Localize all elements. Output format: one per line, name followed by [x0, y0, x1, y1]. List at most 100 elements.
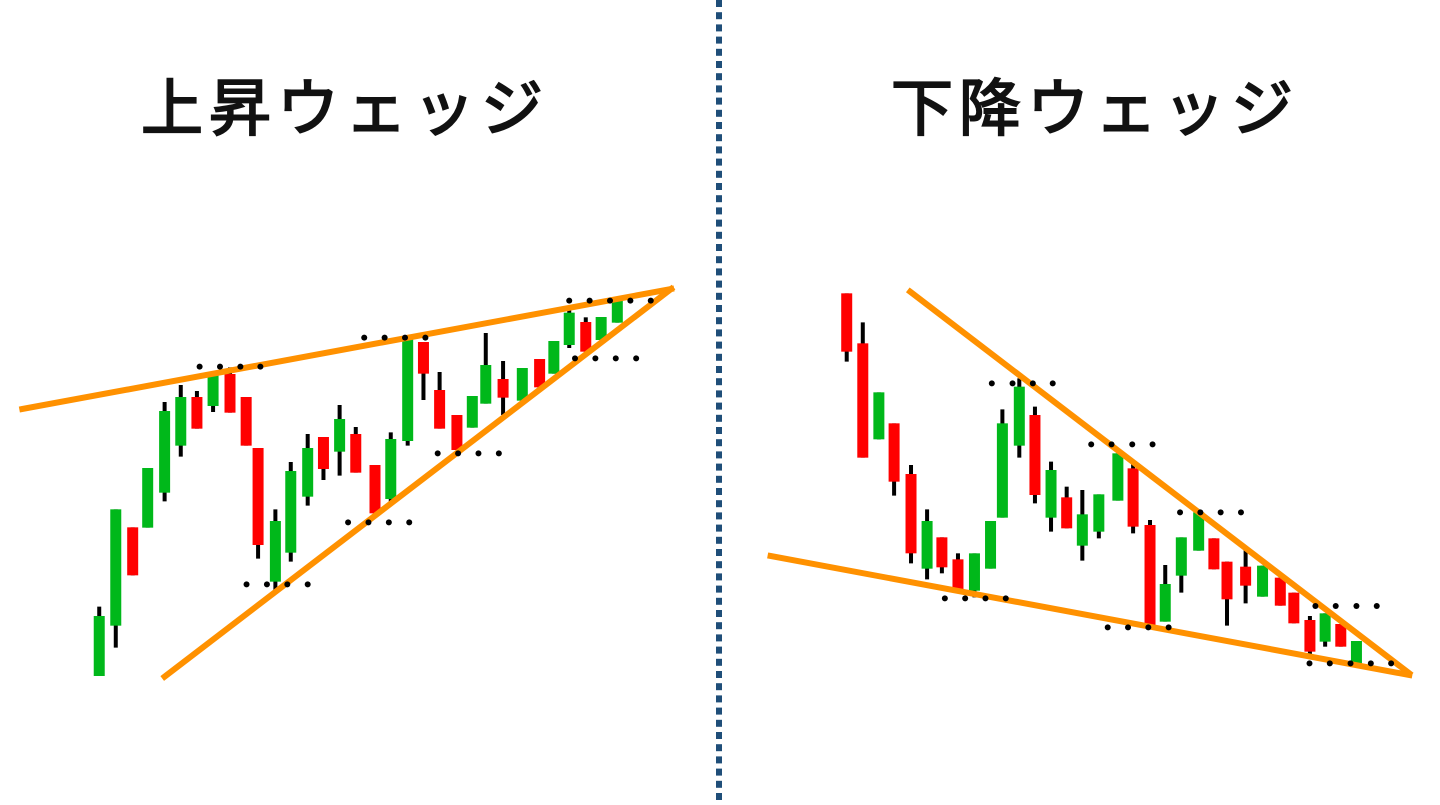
divider-dot: [716, 427, 722, 434]
divider-dot: [716, 768, 722, 776]
divider-dot: [716, 36, 722, 44]
touch-point-dot: [1217, 509, 1224, 516]
rising-wedge-chart: [18, 284, 676, 681]
candle-body: [350, 434, 362, 473]
bullish-candle: [142, 468, 154, 528]
divider-dot: [716, 585, 722, 593]
candle-body: [1061, 497, 1073, 529]
candle-body: [873, 392, 885, 440]
candle-body: [207, 374, 219, 406]
divider-dot: [716, 402, 722, 410]
touch-point-dot: [402, 334, 408, 341]
divider-dot: [716, 329, 722, 337]
divider-dot: [716, 134, 722, 142]
candle-body: [110, 509, 122, 626]
divider-dot: [716, 0, 722, 7]
touch-point-dot: [566, 297, 573, 304]
divider-dot: [716, 439, 722, 447]
candle-body: [302, 448, 314, 497]
candle-body: [1257, 565, 1269, 597]
bearish-candle: [857, 322, 869, 458]
touch-point-dot: [982, 595, 989, 602]
candle-body: [269, 521, 281, 582]
touch-point-dot: [962, 595, 969, 602]
touch-point-dot: [1197, 509, 1204, 516]
candle-body: [1319, 613, 1331, 642]
touch-point-dot: [592, 355, 599, 362]
bullish-candle: [1175, 537, 1187, 593]
candle-body: [480, 365, 492, 404]
bearish-candle: [497, 361, 509, 415]
candle-body: [548, 341, 560, 374]
divider-dot: [716, 292, 722, 300]
candle-body: [1335, 624, 1347, 647]
candle-body: [142, 468, 154, 528]
bullish-candle: [480, 333, 492, 404]
bullish-candle: [175, 385, 187, 457]
bearish-candle: [240, 397, 252, 446]
touch-point-dot: [381, 334, 388, 341]
touch-point-dot: [1145, 624, 1152, 631]
bullish-candle: [516, 368, 528, 401]
bearish-candle: [1240, 550, 1252, 604]
candle-body: [240, 397, 252, 446]
candle-body: [1127, 468, 1139, 527]
candle-body: [434, 390, 446, 429]
upper-trendline: [905, 287, 1414, 678]
divider-dot: [716, 366, 722, 373]
candle-body: [334, 419, 346, 452]
divider-dot: [716, 207, 722, 215]
touch-point-dot: [1373, 603, 1380, 609]
touch-point-dot: [1129, 441, 1136, 448]
divider-dot: [716, 317, 722, 325]
divider-dot: [716, 73, 722, 81]
bullish-candle: [159, 402, 171, 502]
bullish-candle: [1093, 494, 1105, 539]
bearish-candle: [1144, 520, 1156, 625]
candle-body: [285, 471, 297, 553]
divider-dot: [716, 634, 722, 642]
candle-body: [497, 379, 509, 398]
bullish-candle: [207, 374, 219, 412]
divider-dot: [716, 622, 722, 630]
bearish-candle: [417, 342, 429, 400]
bearish-candle: [224, 367, 236, 413]
divider-dot: [716, 488, 722, 495]
upper-trendline: [18, 285, 675, 413]
bullish-candle: [985, 521, 997, 569]
touch-point-dot: [1332, 603, 1339, 609]
candle-body: [1029, 415, 1041, 495]
candle-body: [857, 343, 869, 458]
touch-point-dot: [243, 581, 250, 588]
candle-body: [595, 317, 607, 340]
candle-body: [1045, 470, 1057, 518]
bullish-candle: [1013, 378, 1025, 458]
divider-dot: [716, 756, 722, 764]
touch-point-dot: [263, 581, 270, 588]
divider-dot: [716, 719, 722, 727]
divider-dot: [716, 109, 722, 117]
candle-body: [1350, 641, 1362, 664]
divider-dot: [716, 97, 722, 105]
falling-wedge-title: 下降ウェッジ: [890, 72, 1299, 145]
candle-body: [369, 465, 381, 514]
candle-body: [1093, 494, 1105, 532]
divider-dot: [716, 610, 722, 617]
touch-point-dot: [1237, 509, 1244, 516]
bearish-candle: [952, 553, 964, 591]
touch-point-dot: [434, 450, 441, 457]
divider-dot: [716, 268, 722, 276]
bearish-candle: [1221, 561, 1233, 626]
divider-dot: [716, 524, 722, 532]
bearish-candle: [905, 465, 917, 564]
touch-point-dot: [365, 519, 372, 526]
divider-dot: [716, 414, 722, 422]
touch-point-dot: [1002, 595, 1009, 602]
candle-body: [417, 342, 429, 374]
divider-dot: [716, 732, 722, 739]
candle-body: [191, 397, 203, 429]
divider-dot: [716, 341, 722, 349]
bullish-candle: [1319, 613, 1331, 647]
rising-wedge-title: 上昇ウェッジ: [140, 72, 549, 145]
touch-point-dot: [1353, 603, 1360, 609]
